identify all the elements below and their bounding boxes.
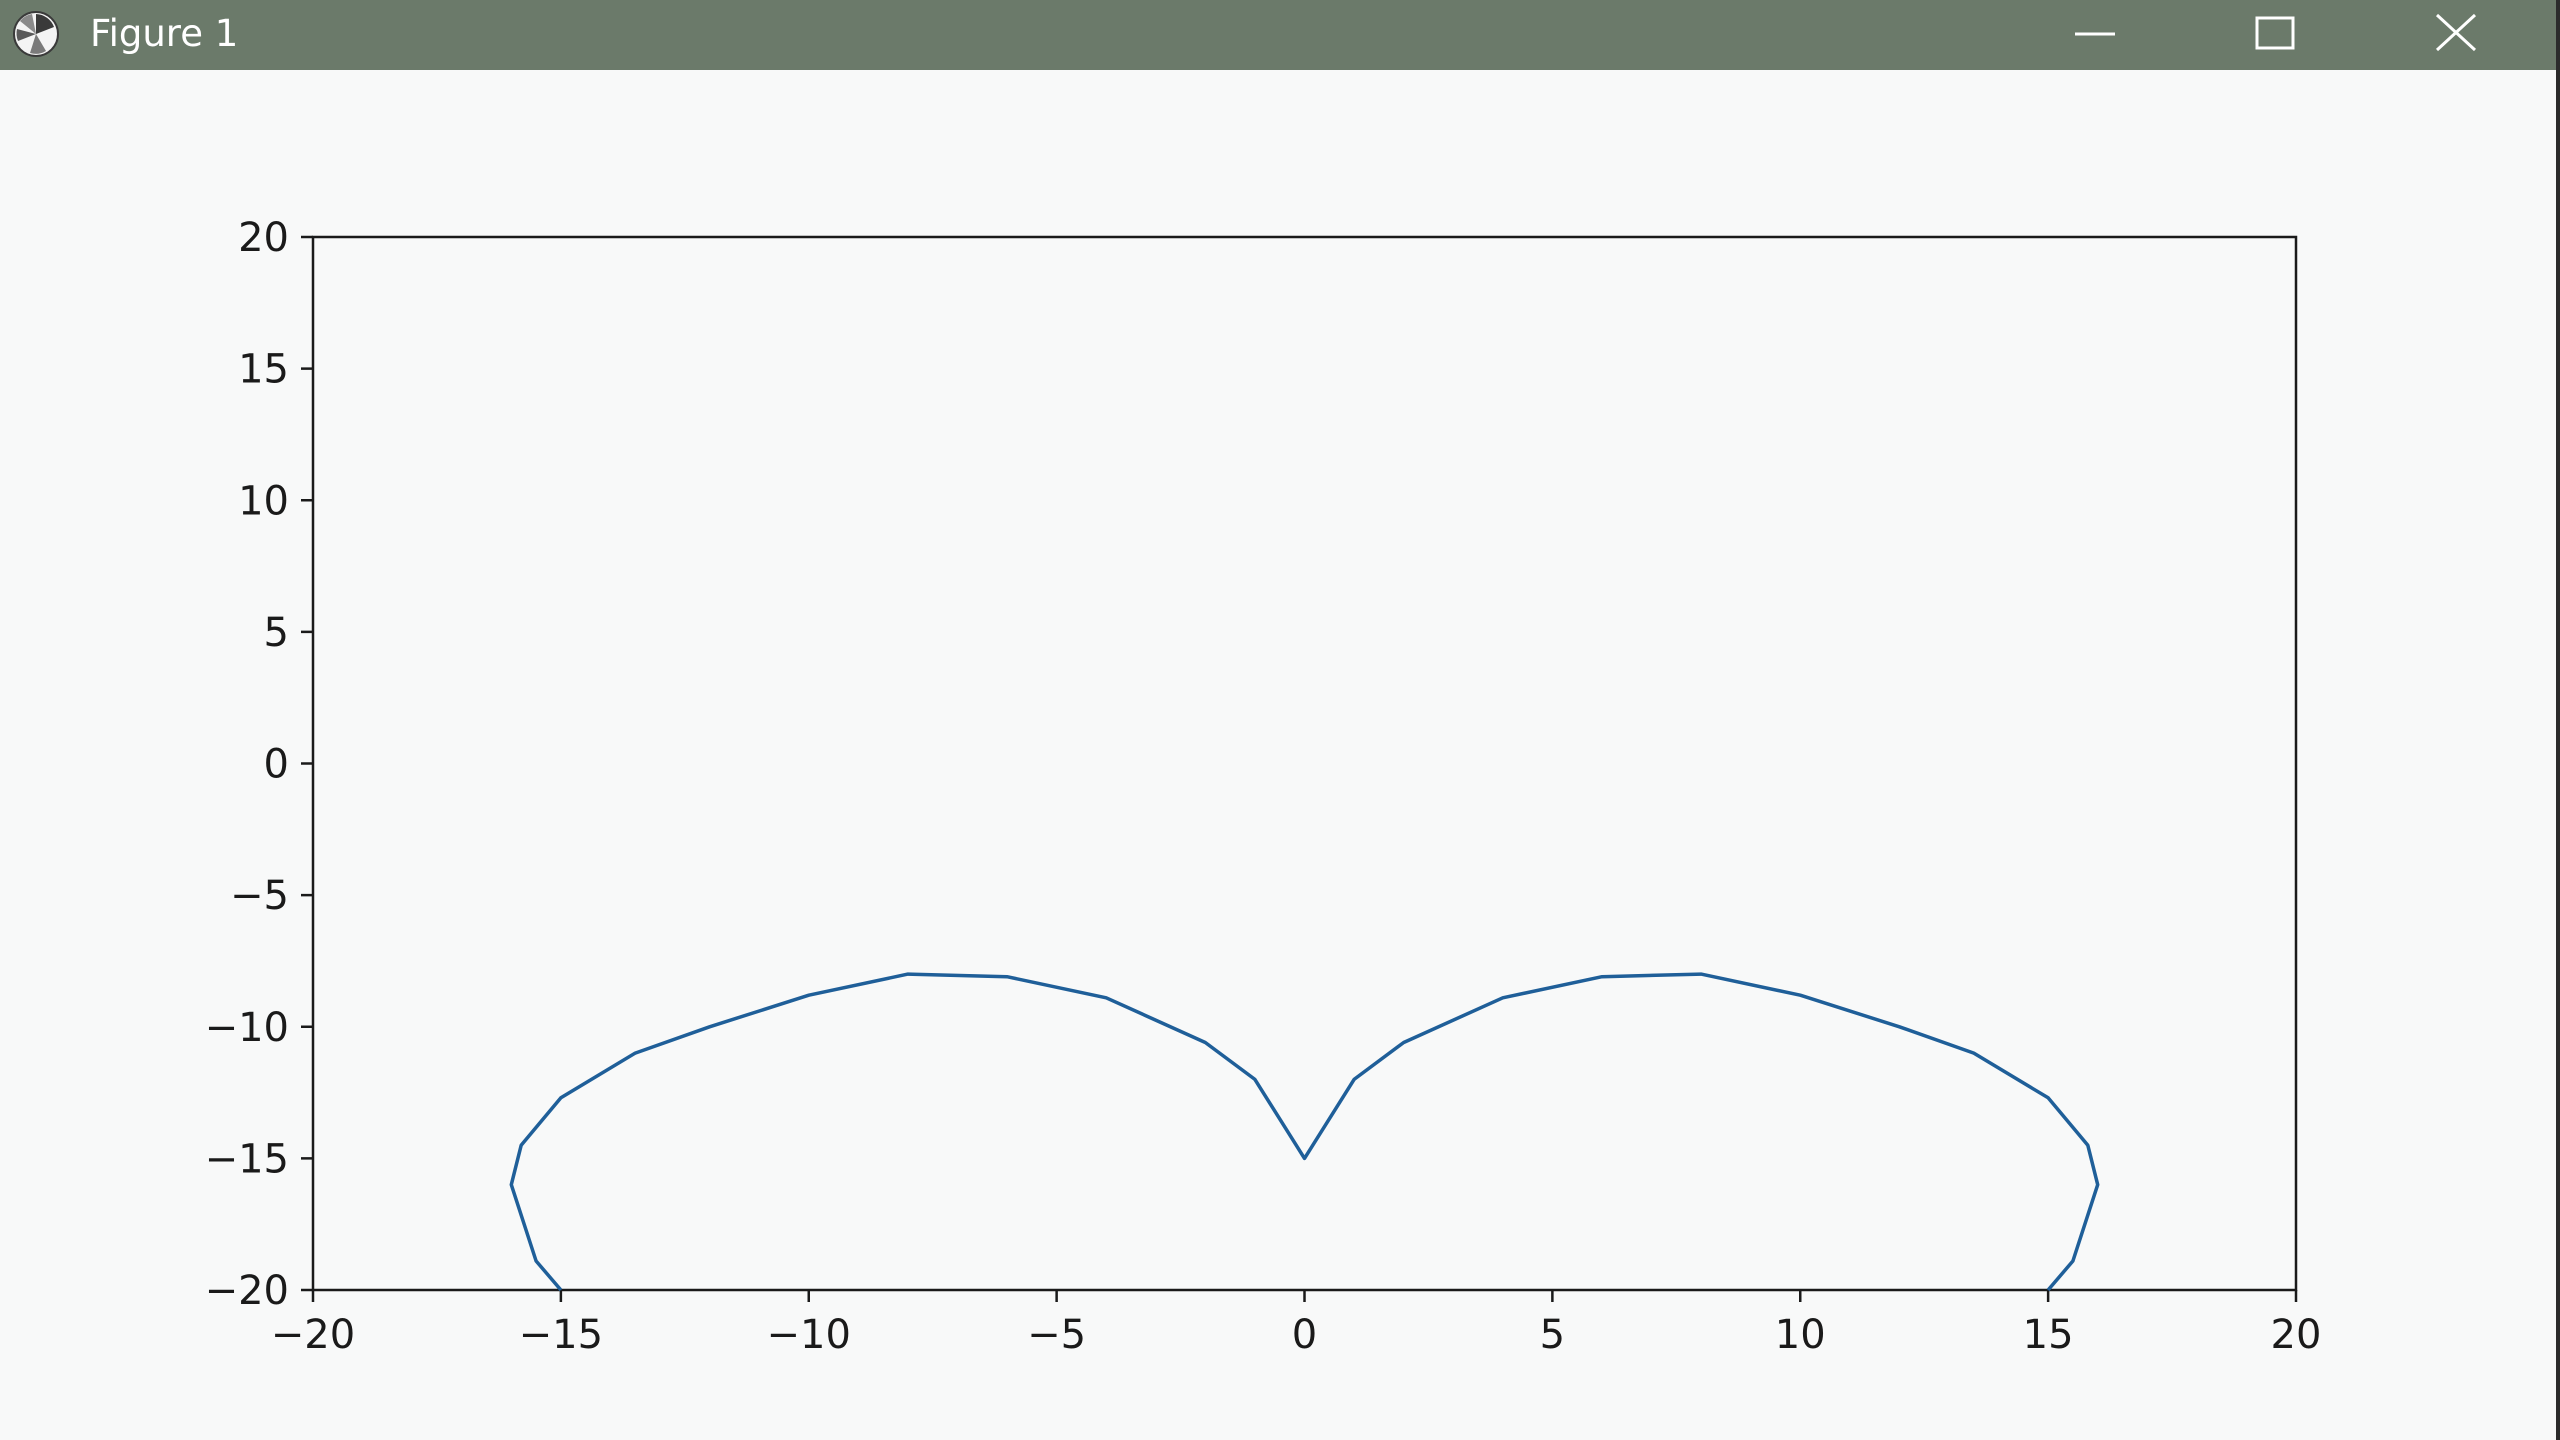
x-tick-label: 20 (2271, 1312, 2322, 1358)
y-tick-label: −15 (205, 1136, 289, 1182)
y-tick-label: −5 (230, 873, 289, 919)
minimize-icon (2075, 32, 2115, 36)
x-tick-label: 0 (1292, 1312, 1317, 1358)
close-icon (2435, 13, 2477, 52)
x-tick-label: 10 (1775, 1312, 1826, 1358)
series-group (509, 972, 2100, 1292)
series-line-0 (509, 972, 2100, 1292)
window-edge (2556, 0, 2560, 1440)
y-tick-label: −20 (205, 1268, 289, 1314)
window-title: Figure 1 (90, 12, 239, 55)
x-axis: −20 −15 −10 −5 0 5 10 15 20 (271, 1290, 2322, 1358)
y-tick-label: −10 (205, 1005, 289, 1051)
x-tick-label: −5 (1027, 1312, 1086, 1358)
y-tick-label: 0 (264, 742, 289, 788)
axes-frame (311, 235, 2298, 1292)
x-tick-label: −15 (519, 1312, 603, 1358)
title-bar[interactable]: Figure 1 (0, 0, 2556, 70)
y-axis: −20 −15 −10 −5 0 5 10 15 20 (205, 215, 313, 1314)
close-button[interactable] (2385, 0, 2525, 70)
x-tick-label: 15 (2023, 1312, 2074, 1358)
maximize-button[interactable] (2205, 0, 2345, 70)
x-tick-label: 5 (1540, 1312, 1565, 1358)
y-tick-label: 20 (238, 215, 289, 261)
y-tick-label: 10 (238, 478, 289, 524)
plot-area[interactable]: −20 −15 −10 −5 0 5 10 15 20 −20 −15 −10 −5 0 5 10 15 20 (0, 70, 2556, 1440)
y-tick-label: 15 (238, 347, 289, 393)
maximize-icon (2255, 16, 2295, 50)
matplotlib-icon (13, 11, 59, 57)
minimize-button[interactable] (2025, 0, 2165, 70)
figure-canvas: −20 −15 −10 −5 0 5 10 15 20 −20 −15 −10 −5 0 5 10 15 20 (0, 70, 2556, 1440)
x-tick-label: −20 (271, 1312, 355, 1358)
x-tick-label: −10 (767, 1312, 851, 1358)
y-tick-label: 5 (264, 610, 289, 656)
